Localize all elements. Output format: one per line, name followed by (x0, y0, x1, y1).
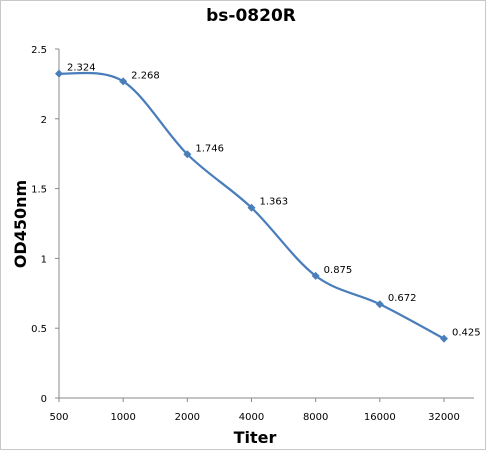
x-tick-label: 1000 (110, 412, 135, 423)
y-axis-ticks: 0 0.5 1 1.5 2 2.5 (31, 45, 59, 405)
data-point (375, 300, 384, 309)
x-tick-label: 2000 (175, 412, 200, 423)
data-point (183, 150, 192, 159)
y-tick-label: 1.5 (31, 185, 47, 196)
x-axis-title: Titer (234, 428, 277, 447)
data-point (247, 203, 256, 212)
data-label: 2.324 (67, 63, 96, 74)
data-labels: 2.324 2.268 1.746 1.363 0.875 0.672 0.425 (67, 63, 481, 339)
data-point (440, 334, 448, 343)
data-point (119, 77, 128, 86)
x-tick-label: 8000 (303, 412, 328, 423)
x-tick-label: 32000 (428, 412, 460, 423)
data-point (55, 69, 63, 78)
data-markers (55, 69, 448, 343)
data-label: 1.363 (260, 197, 289, 208)
x-axis-ticks: 500 1000 2000 4000 8000 16000 32000 (49, 398, 460, 423)
y-tick-label: 2 (41, 115, 47, 126)
chart-title: bs-0820R (206, 6, 296, 26)
data-label: 0.672 (388, 293, 417, 304)
x-tick-label: 500 (49, 412, 68, 423)
data-point (311, 271, 320, 280)
x-tick-label: 16000 (364, 412, 396, 423)
y-tick-label: 1 (41, 254, 47, 265)
x-tick-label: 4000 (239, 412, 264, 423)
data-label: 1.746 (195, 143, 224, 154)
y-tick-label: 0 (41, 394, 47, 405)
y-tick-label: 2.5 (31, 45, 47, 56)
data-label: 0.425 (452, 328, 481, 339)
data-label: 0.875 (324, 265, 353, 276)
y-tick-label: 0.5 (31, 324, 47, 335)
y-axis-title: OD450nm (11, 180, 30, 268)
data-label: 2.268 (131, 70, 160, 81)
